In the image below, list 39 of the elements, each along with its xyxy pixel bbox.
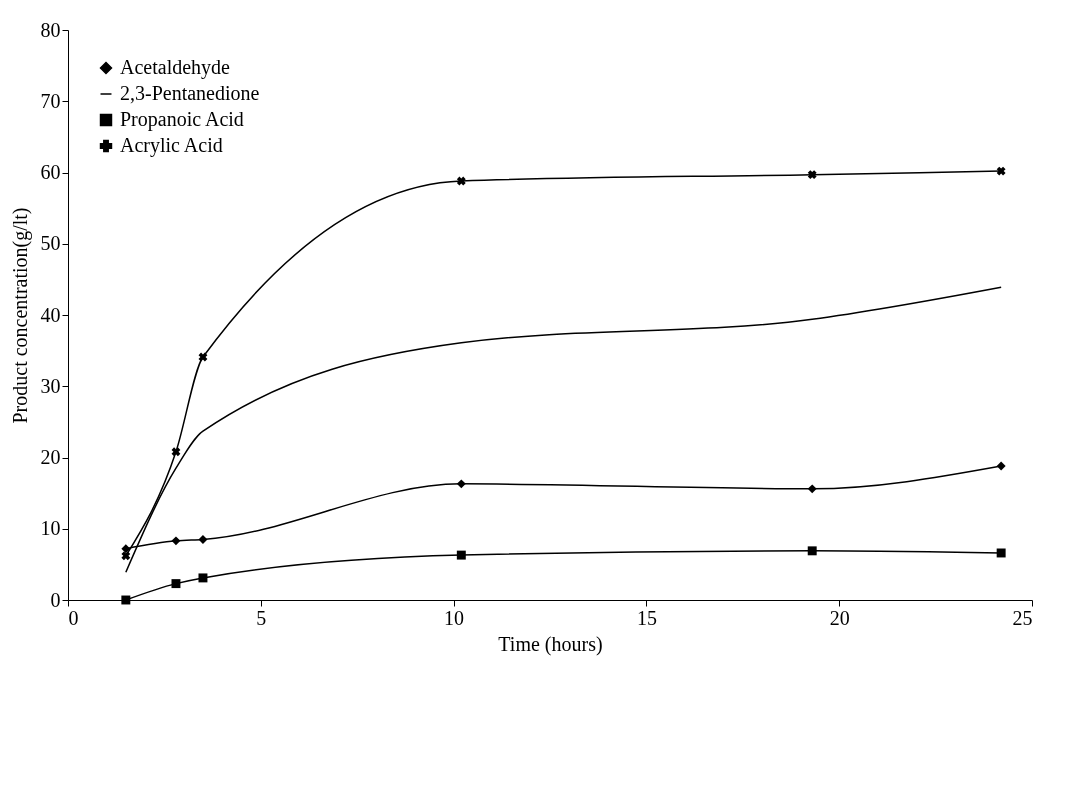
- y-tick-label: 80: [40, 18, 61, 41]
- legend-label: Acetaldehyde: [120, 56, 231, 79]
- point: [456, 550, 466, 560]
- x-tick-label: 10: [444, 606, 465, 629]
- point: [996, 548, 1006, 558]
- y-tick-label: 30: [40, 374, 61, 397]
- y-tick-label: 70: [40, 89, 61, 112]
- point: [807, 546, 817, 556]
- y-tick-label: 0: [50, 588, 61, 611]
- point: [198, 534, 208, 544]
- x-tick-label: 5: [256, 606, 267, 629]
- point: [171, 447, 181, 457]
- point: [121, 551, 131, 561]
- point: [807, 484, 817, 494]
- x-tick-label: 25: [1012, 606, 1033, 629]
- point: [171, 579, 181, 589]
- legend-label: Propanoic Acid: [120, 108, 244, 131]
- y-tick-label: 40: [40, 303, 61, 326]
- y-tick-label: 10: [40, 517, 61, 540]
- point: [171, 536, 181, 546]
- legend-label: Acrylic Acid: [120, 134, 223, 157]
- x-axis-title: Time (hours): [498, 632, 603, 656]
- x-tick-label: 15: [636, 606, 657, 629]
- x-tick-label: 0: [68, 606, 79, 629]
- x-tick-label: 20: [829, 606, 850, 629]
- y-axis-title: Product concentration(g/lt): [8, 207, 32, 424]
- point: [198, 573, 208, 583]
- legend-label: 2,3-Pentanedione: [120, 82, 260, 104]
- point: [198, 352, 208, 362]
- point: [807, 170, 817, 180]
- point: [456, 176, 466, 186]
- point: [121, 595, 131, 605]
- point: [996, 166, 1006, 176]
- point: [996, 461, 1006, 471]
- point: [456, 479, 466, 489]
- y-tick-label: 50: [40, 232, 61, 255]
- y-tick-label: 20: [40, 446, 61, 468]
- y-tick-label: 60: [40, 161, 61, 183]
- point: [121, 544, 131, 554]
